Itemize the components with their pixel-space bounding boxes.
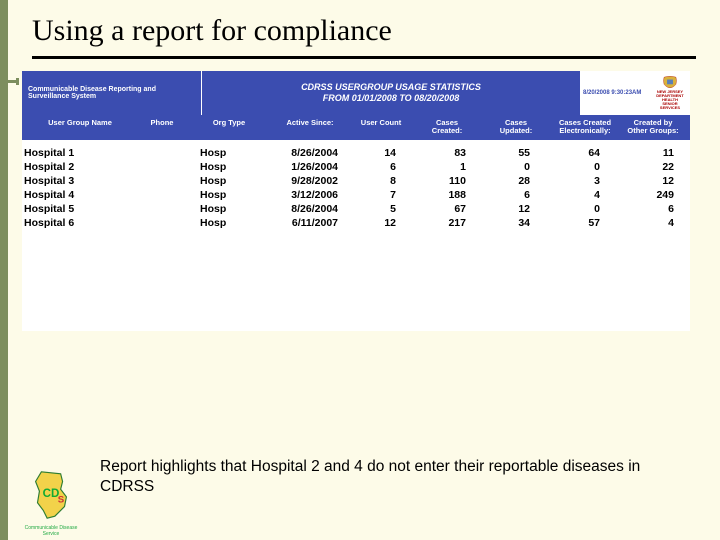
col-updated: CasesUpdated: — [484, 119, 548, 136]
cell-active: 3/12/2006 — [268, 188, 352, 202]
table-row: Hospital 6 Hosp6/11/20071221734574 — [22, 216, 690, 230]
cell-updated: 6 — [484, 188, 548, 202]
cell-elec: 3 — [548, 174, 622, 188]
cell-count: 6 — [352, 160, 410, 174]
cell-created: 67 — [410, 202, 484, 216]
cell-elec: 57 — [548, 216, 622, 230]
cell-other: 4 — [622, 216, 684, 230]
cell-active: 8/26/2004 — [268, 202, 352, 216]
cell-phone — [134, 216, 190, 230]
cell-name: Hospital 3 — [22, 174, 134, 188]
cell-phone — [134, 188, 190, 202]
cell-other: 6 — [622, 202, 684, 216]
cell-other: 11 — [622, 146, 684, 160]
col-elec: Cases CreatedElectronically: — [548, 119, 622, 136]
cell-name: Hospital 6 — [22, 216, 134, 230]
cell-org: Hosp — [190, 160, 268, 174]
cell-org: Hosp — [190, 202, 268, 216]
cell-count: 5 — [352, 202, 410, 216]
nj-seal-icon: NEW JERSEY DEPARTMENT HEALTH SENIOR SERV… — [653, 76, 687, 110]
report-timestamp: 8/20/2008 9:30:23AM — [583, 90, 641, 96]
cell-updated: 0 — [484, 160, 548, 174]
cell-updated: 28 — [484, 174, 548, 188]
table-row: Hospital 5 Hosp8/26/20045671206 — [22, 202, 690, 216]
cell-org: Hosp — [190, 216, 268, 230]
cell-other: 12 — [622, 174, 684, 188]
cell-elec: 0 — [548, 160, 622, 174]
cell-active: 1/26/2004 — [268, 160, 352, 174]
cell-count: 14 — [352, 146, 410, 160]
table-row: Hospital 2Hosp1/26/2004610022 — [22, 160, 690, 174]
cell-created: 1 — [410, 160, 484, 174]
report-title-line2: FROM 01/01/2008 TO 08/20/2008 — [323, 93, 459, 104]
column-header-row: User Group Name Phone Org Type Active Si… — [22, 115, 690, 140]
header-right: 8/20/2008 9:30:23AM NEW JERSEY DEPARTMEN… — [580, 71, 690, 115]
svg-text:S: S — [58, 495, 65, 506]
footer-note: Report highlights that Hospital 2 and 4 … — [100, 457, 660, 496]
seal-text-4: SENIOR SERVICES — [660, 101, 680, 110]
nj-state-logo-icon: CD S Communicable Disease Service — [22, 468, 80, 522]
cell-elec: 4 — [548, 188, 622, 202]
cell-active: 8/26/2004 — [268, 146, 352, 160]
table-row: Hospital 3 Hosp9/28/2002811028312 — [22, 174, 690, 188]
cell-elec: 0 — [548, 202, 622, 216]
cell-updated: 12 — [484, 202, 548, 216]
report-title-block: CDRSS USERGROUP USAGE STATISTICS FROM 01… — [202, 71, 580, 115]
cell-count: 12 — [352, 216, 410, 230]
cell-updated: 55 — [484, 146, 548, 160]
cell-other: 249 — [622, 188, 684, 202]
system-label: Communicable Disease Reporting and Surve… — [22, 71, 202, 115]
cell-created: 217 — [410, 216, 484, 230]
col-name: User Group Name — [22, 119, 134, 136]
report-screenshot: Communicable Disease Reporting and Surve… — [22, 71, 690, 331]
col-created: CasesCreated: — [410, 119, 484, 136]
cell-name: Hospital 2 — [22, 160, 134, 174]
cell-created: 110 — [410, 174, 484, 188]
title-underline — [32, 56, 696, 59]
bullet-tick-icon — [8, 78, 22, 86]
table-row: Hospital 1 Hosp8/26/20041483556411 — [22, 146, 690, 160]
table-body: Hospital 1Hosp8/26/20041483556411Hospita… — [22, 140, 690, 331]
cell-created: 83 — [410, 146, 484, 160]
cell-phone — [134, 146, 190, 160]
report-title-line1: CDRSS USERGROUP USAGE STATISTICS — [301, 82, 481, 93]
cell-org: Hosp — [190, 146, 268, 160]
col-org: Org Type — [190, 119, 268, 136]
logo-caption: Communicable Disease Service — [22, 525, 80, 537]
slide-title: Using a report for compliance — [32, 14, 696, 48]
cell-other: 22 — [622, 160, 684, 174]
cell-name: Hospital 5 — [22, 202, 134, 216]
cell-active: 9/28/2002 — [268, 174, 352, 188]
cell-org: Hosp — [190, 188, 268, 202]
cell-org: Hosp — [190, 174, 268, 188]
col-other: Created byOther Groups: — [622, 119, 684, 136]
cell-phone — [134, 174, 190, 188]
table-row: Hospital 4 Hosp3/12/2006718864249 — [22, 188, 690, 202]
cell-created: 188 — [410, 188, 484, 202]
col-count: User Count — [352, 119, 410, 136]
cell-active: 6/11/2007 — [268, 216, 352, 230]
cell-elec: 64 — [548, 146, 622, 160]
report-header: Communicable Disease Reporting and Surve… — [22, 71, 690, 115]
cell-name: Hospital 4 — [22, 188, 134, 202]
cell-phone — [134, 160, 190, 174]
cell-count: 8 — [352, 174, 410, 188]
cell-name: Hospital 1 — [22, 146, 134, 160]
col-phone: Phone — [134, 119, 190, 136]
cell-phone — [134, 202, 190, 216]
cell-count: 7 — [352, 188, 410, 202]
col-active: Active Since: — [268, 119, 352, 136]
cell-updated: 34 — [484, 216, 548, 230]
